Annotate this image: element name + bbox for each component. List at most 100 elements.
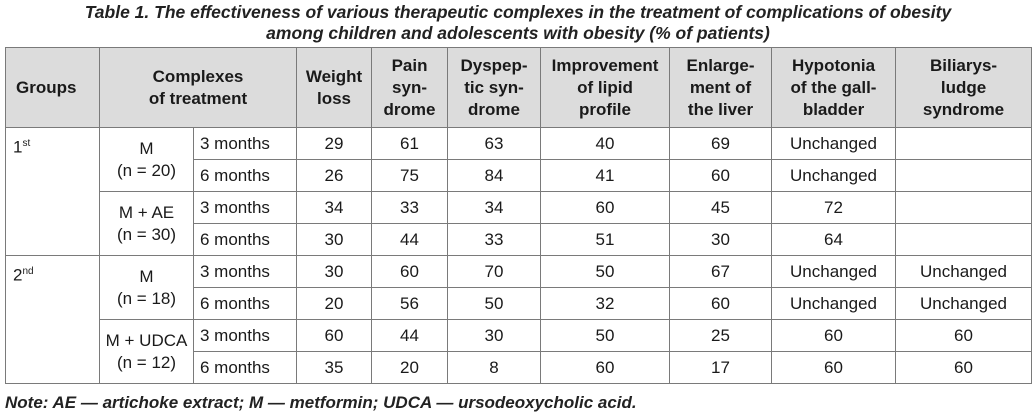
complex-sample-size: (n = 12) — [116, 352, 177, 372]
value-cell-liver: 45 — [669, 191, 773, 224]
value-cell-liver: 69 — [669, 127, 773, 160]
value-cell-bil — [895, 127, 1033, 160]
group-ordinal-suffix: st — [22, 138, 31, 149]
table-row: 6 months 26 75 84 41 60 Unchanged — [6, 159, 1033, 192]
complex-name: M — [139, 138, 154, 158]
complex-cell: M + UDCA (n = 12) — [99, 319, 194, 384]
value-cell-pain: 20 — [371, 351, 449, 384]
value-cell-dysp: 84 — [447, 159, 542, 192]
results-table: Groups Complexes of treatment Weight loss … — [5, 47, 1033, 384]
value-cell-hypo: Unchanged — [771, 127, 897, 160]
header-lipid-profile: Improvement of lipid profile — [540, 47, 671, 128]
value-cell-hypo: Unchanged — [771, 255, 897, 288]
period-cell: 3 months — [192, 319, 298, 352]
group-ordinal-suffix: nd — [22, 266, 34, 277]
value-cell-bil: Unchanged — [895, 255, 1033, 288]
group-cell: 2nd — [5, 255, 100, 384]
caption-line-1: Table 1. The effectiveness of various th… — [84, 2, 952, 22]
value-cell-bil — [895, 223, 1033, 256]
period-cell: 6 months — [192, 159, 298, 192]
value-cell-weight: 35 — [296, 351, 373, 384]
complex-sample-size: (n = 30) — [116, 224, 177, 244]
value-cell-dysp: 33 — [447, 223, 542, 256]
value-cell-dysp: 34 — [447, 191, 542, 224]
header-groups: Groups — [5, 47, 100, 128]
value-cell-bil: 60 — [895, 351, 1033, 384]
value-cell-bil: Unchanged — [895, 287, 1033, 320]
header-pain-syndrome: Pain syn-drome — [371, 47, 449, 128]
value-cell-hypo: Unchanged — [771, 287, 897, 320]
group-number: 2 — [13, 265, 23, 285]
value-cell-lipid: 50 — [540, 255, 671, 288]
table-row: 1st M (n = 20) 3 months 29 61 63 40 69 Unchanged — [5, 127, 1033, 256]
table-note: Note: AE — artichoke extract; M — metfor… — [5, 393, 637, 412]
table-row: 6 months 20 56 50 32 60 Unchanged Unchanged — [6, 287, 1033, 320]
caption-line-2: among children and adolescents with obes… — [266, 23, 770, 43]
value-cell-hypo: 60 — [771, 319, 897, 352]
header-liver-enlargement: Enlarge-ment of the liver — [669, 47, 773, 128]
value-cell-weight: 60 — [296, 319, 373, 352]
header-dyspeptic-syndrome: Dyspep-tic syn-drome — [447, 47, 542, 128]
value-cell-liver: 60 — [669, 159, 773, 192]
complex-sample-size: (n = 18) — [116, 288, 177, 308]
header-complexes: Complexes of treatment — [98, 47, 298, 128]
value-cell-weight: 30 — [296, 223, 373, 256]
header-weight-loss: Weight loss — [296, 47, 373, 128]
complex-name: M + UDCA — [105, 330, 188, 350]
value-cell-lipid: 32 — [540, 287, 671, 320]
value-cell-weight: 26 — [296, 159, 373, 192]
value-cell-bil — [895, 159, 1033, 192]
group-cell: 1st — [5, 127, 100, 256]
value-cell-pain: 75 — [371, 159, 449, 192]
complex-name: M — [139, 266, 154, 286]
value-cell-hypo: 60 — [771, 351, 897, 384]
value-cell-hypo: 64 — [771, 223, 897, 256]
complex-name: M + AE — [118, 202, 175, 222]
value-cell-dysp: 63 — [447, 127, 542, 160]
value-cell-pain: 60 — [371, 255, 449, 288]
period-cell: 6 months — [192, 351, 298, 384]
value-cell-weight: 34 — [296, 191, 373, 224]
value-cell-lipid: 51 — [540, 223, 671, 256]
group-number: 1 — [13, 137, 23, 157]
table-caption: Table 1. The effectiveness of various th… — [0, 2, 1036, 44]
period-cell: 3 months — [192, 191, 298, 224]
value-cell-weight: 29 — [296, 127, 373, 160]
value-cell-lipid: 50 — [540, 319, 671, 352]
value-cell-lipid: 60 — [540, 351, 671, 384]
value-cell-lipid: 60 — [540, 191, 671, 224]
value-cell-dysp: 8 — [447, 351, 542, 384]
period-cell: 6 months — [192, 287, 298, 320]
table-row: 6 months 35 20 8 60 17 60 60 — [6, 351, 1033, 384]
header-biliary-sludge: Biliarys-ludge syndrome — [895, 47, 1033, 128]
value-cell-pain: 61 — [371, 127, 449, 160]
table-row: M + UDCA (n = 12) 3 months 60 44 30 50 25 60 60 — [6, 319, 1033, 384]
period-cell: 6 months — [192, 223, 298, 256]
complex-cell: M (n = 18) — [99, 255, 194, 320]
value-cell-lipid: 41 — [540, 159, 671, 192]
period-cell: 3 months — [192, 127, 298, 160]
value-cell-hypo: Unchanged — [771, 159, 897, 192]
value-cell-pain: 33 — [371, 191, 449, 224]
table-row: 2nd M (n = 18) 3 months 30 60 70 50 67 Unchanged U… — [5, 255, 1033, 384]
complex-sample-size: (n = 20) — [116, 160, 177, 180]
value-cell-liver: 25 — [669, 319, 773, 352]
value-cell-pain: 44 — [371, 319, 449, 352]
value-cell-dysp: 30 — [447, 319, 542, 352]
value-cell-bil: 60 — [895, 319, 1033, 352]
period-cell: 3 months — [192, 255, 298, 288]
value-cell-weight: 30 — [296, 255, 373, 288]
value-cell-lipid: 40 — [540, 127, 671, 160]
value-cell-liver: 67 — [669, 255, 773, 288]
value-cell-dysp: 50 — [447, 287, 542, 320]
complex-cell: M (n = 20) — [99, 127, 194, 192]
table-row: M + AE (n = 30) 3 months 34 33 34 60 45 72 — [6, 191, 1033, 256]
value-cell-liver: 60 — [669, 287, 773, 320]
value-cell-liver: 30 — [669, 223, 773, 256]
value-cell-bil — [895, 191, 1033, 224]
complex-cell: M + AE (n = 30) — [99, 191, 194, 256]
value-cell-liver: 17 — [669, 351, 773, 384]
value-cell-pain: 44 — [371, 223, 449, 256]
value-cell-dysp: 70 — [447, 255, 542, 288]
value-cell-weight: 20 — [296, 287, 373, 320]
